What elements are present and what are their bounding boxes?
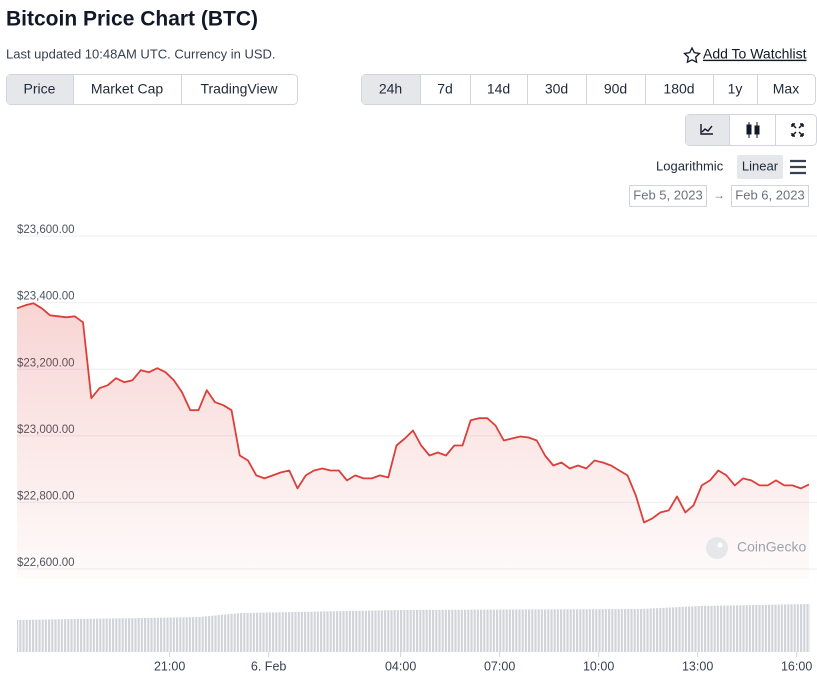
volume-bars [17,604,810,652]
fullscreen-icon[interactable] [791,123,804,137]
linear-option[interactable]: Linear [742,158,779,173]
date-from-input[interactable] [629,185,707,207]
line-icon [700,124,713,135]
date-to[interactable]: Feb 6, 2023 [735,187,804,202]
x-tick-label: 6. Feb [251,659,286,673]
ranges-button[interactable]: 1y [728,81,743,97]
watermark-logo [706,537,728,559]
log-option[interactable]: Logarithmic [656,158,724,173]
date-to-input[interactable] [731,185,809,207]
subtitle: Last updated 10:48AM UTC. Currency in US… [6,46,276,61]
x-tick-label: 10:00 [583,659,614,673]
x-tick-label: 13:00 [682,659,713,673]
candle-icon[interactable] [746,122,760,138]
linear-button[interactable] [737,155,783,179]
price-line [16,302,810,524]
date-from[interactable]: Feb 5, 2023 [633,187,702,202]
watermark-logo-eye [717,542,723,548]
x-tick-label: 04:00 [385,659,416,673]
watermark: CoinGecko [737,539,806,555]
ranges-button[interactable]: 7d [437,81,453,97]
ranges-group [361,74,816,105]
ranges-active-bg [362,75,420,104]
ranges-button[interactable]: 90d [604,81,627,97]
menu-icon[interactable] [790,159,806,175]
ranges-button[interactable]: 180d [663,81,694,97]
tabs-button[interactable]: Price [24,81,56,97]
tabs-active-bg [7,75,73,104]
ranges-button[interactable]: Max [773,81,799,97]
y-tick-label: $23,600.00 [17,224,75,236]
x-tick-label: 07:00 [484,659,515,673]
tabs-button[interactable]: TradingView [200,81,278,97]
watchlist-link[interactable]: Add To Watchlist [703,46,807,62]
tabs-group [6,74,298,105]
ranges-button[interactable]: 30d [545,81,568,97]
title: Bitcoin Price Chart (BTC) [6,8,258,31]
x-tick-label: 21:00 [154,659,185,673]
price-area [17,303,809,579]
tabs-button[interactable]: Market Cap [91,81,164,97]
ranges-button[interactable]: 24h [379,81,402,97]
arrow: → [713,188,725,202]
ranges-button[interactable]: 14d [487,81,510,97]
x-tick-label: 16:00 [781,659,812,673]
y-tick-label: $23,400.00 [17,291,75,303]
star-icon[interactable] [683,46,701,64]
